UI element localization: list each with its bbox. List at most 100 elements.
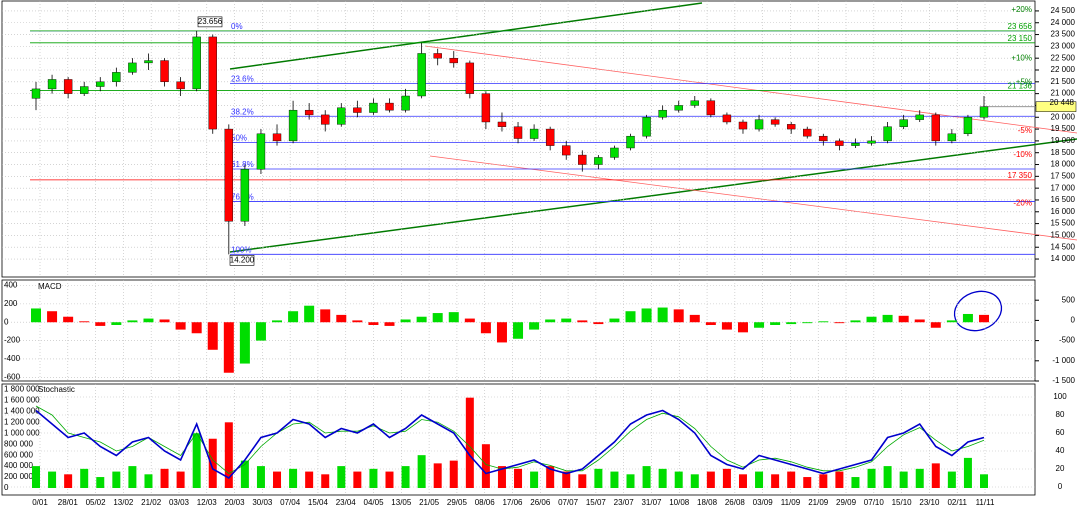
macd-bar xyxy=(737,322,748,333)
macd-bar xyxy=(320,309,331,323)
level-label: 21 136 xyxy=(1008,82,1033,91)
candle-body xyxy=(112,72,121,83)
macd-bar xyxy=(191,322,202,334)
y-tick-label: 18 500 xyxy=(1051,148,1076,157)
volume-bar xyxy=(449,460,458,488)
candle-body xyxy=(465,62,475,94)
candle-body xyxy=(851,143,860,146)
candle-body xyxy=(674,105,683,111)
y-tick-label: 14 000 xyxy=(1051,254,1076,263)
macd-bar xyxy=(239,322,250,364)
candle-body xyxy=(369,102,378,113)
macd-bar xyxy=(914,319,925,323)
x-tick-label: 23/04 xyxy=(336,498,357,507)
stochastic-tick-label: 0 xyxy=(1058,482,1063,491)
volume-tick-label: 400 000 xyxy=(4,461,33,470)
macd-y2-tick-label: -1 000 xyxy=(1052,356,1075,365)
macd-y2-tick-label: -1 500 xyxy=(1052,376,1075,385)
y-tick-label: 23 500 xyxy=(1051,30,1076,39)
volume-bar xyxy=(337,466,346,488)
macd-bar xyxy=(882,314,893,323)
volume-bar xyxy=(417,455,426,488)
candle-body xyxy=(803,128,812,137)
macd-bar xyxy=(818,321,829,323)
candle-body xyxy=(47,79,57,90)
macd-bar xyxy=(496,322,507,343)
volume-bar xyxy=(353,471,362,488)
x-tick-label: 20/03 xyxy=(225,498,246,507)
macd-bar xyxy=(689,314,700,323)
candle-body xyxy=(208,36,217,130)
macd-bar xyxy=(47,311,58,323)
macd-bar xyxy=(946,320,957,323)
candle-body xyxy=(738,121,748,130)
macd-bar xyxy=(834,322,845,324)
macd-bar xyxy=(79,321,90,323)
volume-bar xyxy=(273,471,282,488)
candle-body xyxy=(337,107,346,125)
stochastic-d xyxy=(35,405,985,474)
macd-bar xyxy=(255,322,266,341)
candle-body xyxy=(610,147,619,158)
y-tick-label: 20 000 xyxy=(1051,112,1076,121)
macd-bar xyxy=(561,318,572,323)
macd-bar xyxy=(31,308,41,323)
macd-y2-tick-label: 500 xyxy=(1062,295,1076,304)
trend-line xyxy=(424,45,1077,134)
x-tick-label: 21/09 xyxy=(808,498,829,507)
y-tick-label: 15 500 xyxy=(1051,219,1076,228)
candle-body xyxy=(786,124,796,130)
volume-bar xyxy=(626,474,635,488)
candle-body xyxy=(256,133,266,170)
x-tick-label: 0/01 xyxy=(32,498,48,507)
macd-bar xyxy=(175,322,186,330)
macd-bar xyxy=(641,308,652,323)
y-tick-label: 22 500 xyxy=(1051,53,1076,62)
y-tick-label: 24 000 xyxy=(1051,18,1076,27)
candle-body xyxy=(288,109,298,142)
volume-tick-label: 1 400 000 xyxy=(4,406,40,415)
volume-bar xyxy=(321,474,330,488)
x-tick-label: 17/06 xyxy=(502,498,523,507)
volume-bar xyxy=(144,474,153,488)
y-tick-label: 19 000 xyxy=(1051,136,1076,145)
x-tick-label: 08/06 xyxy=(475,498,496,507)
macd-bar xyxy=(609,318,620,323)
volume-tick-label: 200 000 xyxy=(4,472,33,481)
volume-bar xyxy=(658,468,667,488)
y-tick-label: 21 500 xyxy=(1051,77,1076,86)
macd-bar xyxy=(802,322,813,324)
percent-label: +5% xyxy=(1016,78,1032,87)
stochastic-tick-label: 80 xyxy=(1056,410,1065,419)
volume-bar xyxy=(128,466,137,488)
x-tick-label: 10/08 xyxy=(669,498,690,507)
volume-bar xyxy=(48,471,57,488)
percent-label: -10% xyxy=(1013,150,1032,159)
macd-title: MACD xyxy=(38,282,62,291)
macd-bar xyxy=(866,316,877,323)
macd-bar xyxy=(754,322,765,328)
x-tick-label: 07/04 xyxy=(280,498,301,507)
volume-bar xyxy=(867,468,876,488)
macd-bar xyxy=(207,322,218,350)
volume-bar xyxy=(963,457,972,488)
candle-body xyxy=(160,60,169,83)
candle-body xyxy=(819,135,828,142)
level-label: 23 656 xyxy=(1008,22,1033,31)
candle-body xyxy=(224,128,234,222)
candle-body xyxy=(867,140,876,144)
macd-bar xyxy=(513,322,524,339)
y-tick-label: 15 000 xyxy=(1051,231,1076,240)
level-label: 17 350 xyxy=(1008,171,1033,180)
volume-bar xyxy=(369,468,378,488)
volume-bar xyxy=(787,471,796,488)
y-tick-label: 22 000 xyxy=(1051,65,1076,74)
fib-label: 0% xyxy=(231,22,243,31)
volume-bar xyxy=(176,471,185,488)
stochastic-tick-label: 60 xyxy=(1056,428,1065,437)
volume-bar xyxy=(722,468,731,488)
candle-body xyxy=(321,114,330,125)
level-label: 20 448 xyxy=(1050,98,1075,107)
candle-body xyxy=(192,36,201,90)
macd-bar xyxy=(368,322,379,325)
